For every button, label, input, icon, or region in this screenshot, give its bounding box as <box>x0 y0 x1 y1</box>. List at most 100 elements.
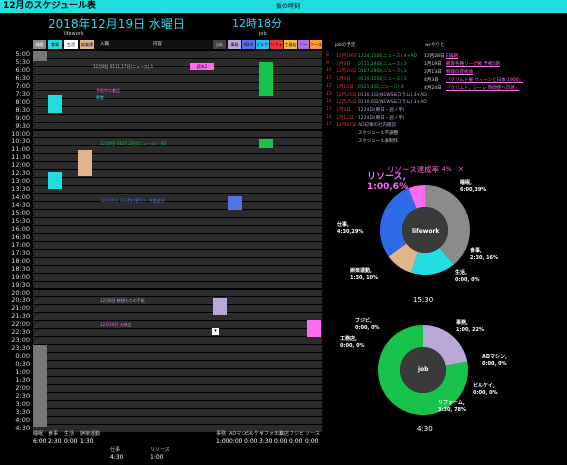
col-life[interactable]: 生活 <box>64 40 78 49</box>
col-play[interactable]: 娯楽運動 <box>80 40 94 49</box>
schedule-row[interactable] <box>33 98 322 106</box>
schedule-row[interactable] <box>33 51 322 58</box>
schedule-row[interactable] <box>33 74 322 82</box>
schedule-row[interactable] <box>33 400 322 408</box>
wc-item[interactable]: E論題 <box>446 54 458 59</box>
meal-block[interactable] <box>48 172 62 189</box>
schedule-row[interactable] <box>33 90 322 98</box>
column-header: 睡眠 食事 生活 娯楽運動 入職 内容 Job 事務 ADマシン ビルケイ リフ… <box>33 40 322 49</box>
schedule-row[interactable] <box>33 392 322 400</box>
schedule-row[interactable] <box>33 273 322 281</box>
row-text[interactable]: 12月9日 0111,17日(ニュース).1 <box>93 64 154 69</box>
job-number: 16 <box>326 114 332 120</box>
schedule-row[interactable] <box>33 321 322 329</box>
job-item[interactable]: 0110,15日(ニュース).3 <box>358 77 407 83</box>
wc-item[interactable]: 物理の芸術論 <box>446 70 473 75</box>
ad-block[interactable] <box>228 196 242 210</box>
wc-item[interactable]: 「クリムト、シーレ 時間使への誘」 <box>446 86 520 91</box>
col-source[interactable]: ソース <box>310 40 322 49</box>
schedule-row[interactable] <box>33 138 322 146</box>
event-chip[interactable]: 読本2 <box>190 63 214 70</box>
schedule-row[interactable] <box>33 130 322 138</box>
schedule-row[interactable] <box>33 337 322 345</box>
chevron-down-icon[interactable]: ▾ <box>212 328 219 335</box>
job-item[interactable]: 0121,4日(ニュース).4 <box>358 84 404 90</box>
col-sleep[interactable]: 睡眠 <box>33 40 46 49</box>
schedule-row[interactable] <box>33 66 322 74</box>
schedule-row[interactable] <box>33 233 322 241</box>
schedule-row[interactable] <box>33 82 322 90</box>
schedule-row[interactable] <box>33 408 322 416</box>
schedule-row[interactable] <box>33 217 322 225</box>
schedule-row[interactable] <box>33 376 322 384</box>
schedule-row[interactable] <box>33 241 322 249</box>
schedule-row[interactable] <box>33 178 322 186</box>
schedule-row[interactable] <box>33 305 322 313</box>
schedule-row[interactable] <box>33 194 322 202</box>
schedule-row[interactable] <box>33 210 322 217</box>
schedule-row[interactable] <box>33 281 322 289</box>
job-item[interactable]: AD記事の社内確認 <box>358 123 397 129</box>
wc-item[interactable]: 「グリムト展 ウィーンと日本 1900」 <box>446 78 524 83</box>
reform-block[interactable] <box>259 62 273 96</box>
job-item[interactable]: 1224日(朝日・週ノ平) <box>358 107 405 113</box>
job-item[interactable]: 0111,24日(ニュース).3 <box>358 61 407 67</box>
row-text[interactable]: 12月9日 0107,23日(ニュース)・AD <box>100 141 167 146</box>
source-block[interactable] <box>307 320 321 337</box>
schedule-row[interactable] <box>33 186 322 194</box>
row-text[interactable]: 朝食 <box>96 95 104 100</box>
schedule-row[interactable] <box>33 225 322 233</box>
row-text[interactable]: 12月31日 1224年(朝日)・年鑑返送 <box>100 198 165 203</box>
col-job[interactable]: Job <box>213 40 226 49</box>
schedule-row[interactable] <box>33 122 322 130</box>
col-koumu[interactable]: 工務店 <box>284 40 297 49</box>
job-item[interactable]: 0107,28日(ニュース).3 <box>358 69 407 75</box>
col-meal[interactable]: 食事 <box>48 40 62 49</box>
schedule-row[interactable] <box>33 162 322 170</box>
schedule-row[interactable] <box>33 146 322 154</box>
col-fuji[interactable]: ソース <box>298 40 309 49</box>
schedule-row[interactable] <box>33 265 322 273</box>
schedule-row[interactable] <box>33 170 322 178</box>
reform-block[interactable] <box>259 139 273 148</box>
schedule-row[interactable] <box>33 154 322 162</box>
row-text[interactable]: 12月8日 新規もりの手紙 <box>100 298 145 303</box>
schedule-row[interactable] <box>33 106 322 114</box>
schedule-row[interactable] <box>33 289 322 297</box>
schedule-row[interactable] <box>33 114 322 122</box>
schedule-row[interactable] <box>33 313 322 321</box>
office-block[interactable] <box>213 298 227 315</box>
sleep-block[interactable] <box>33 345 47 427</box>
job-item[interactable]: 1224,13日(ニュース).4+AD <box>358 54 418 59</box>
wc-item[interactable]: 観客各種リーグ戦 予戦5期 <box>446 62 500 67</box>
schedule-row[interactable] <box>33 202 322 209</box>
sleep-block[interactable] <box>33 51 47 61</box>
job-item[interactable]: スケジュール表制作 <box>358 138 399 144</box>
total-label: リフォーム <box>259 431 284 437</box>
col-reform[interactable]: リフォーム <box>270 40 283 49</box>
schedule-row[interactable] <box>33 297 322 305</box>
row-text[interactable]: 12月24日 大納言 <box>100 322 132 327</box>
schedule-row[interactable] <box>33 58 322 66</box>
schedule-row[interactable] <box>33 384 322 392</box>
job-item[interactable]: 0110,6日(NEWS&コラム).3+AD <box>358 100 427 106</box>
col-office[interactable]: 事務 <box>228 40 241 49</box>
col-ad[interactable]: ADマシン <box>242 40 255 49</box>
schedule-row[interactable] <box>33 329 322 337</box>
schedule-row[interactable] <box>33 369 322 376</box>
meal-block[interactable] <box>48 95 62 113</box>
play-block[interactable] <box>78 150 92 176</box>
schedule-row[interactable] <box>33 361 322 368</box>
schedule-row[interactable] <box>33 353 322 361</box>
close-icon[interactable]: × <box>458 165 464 173</box>
schedule-row[interactable] <box>33 424 322 432</box>
job-item[interactable]: スケジュール不調整 <box>358 131 399 136</box>
schedule-row[interactable] <box>33 345 322 353</box>
schedule-row[interactable] <box>33 249 322 257</box>
job-item[interactable]: 0110,1日(NEWS&コラム).3+AD <box>358 92 427 98</box>
schedule-row[interactable] <box>33 416 322 424</box>
col-bk[interactable]: ビルケイ <box>256 40 269 49</box>
job-item[interactable]: 1224日(朝日・週ノ平) <box>358 115 405 121</box>
schedule-row[interactable] <box>33 257 322 265</box>
row-text[interactable]: 予約中の着信 <box>96 88 120 93</box>
